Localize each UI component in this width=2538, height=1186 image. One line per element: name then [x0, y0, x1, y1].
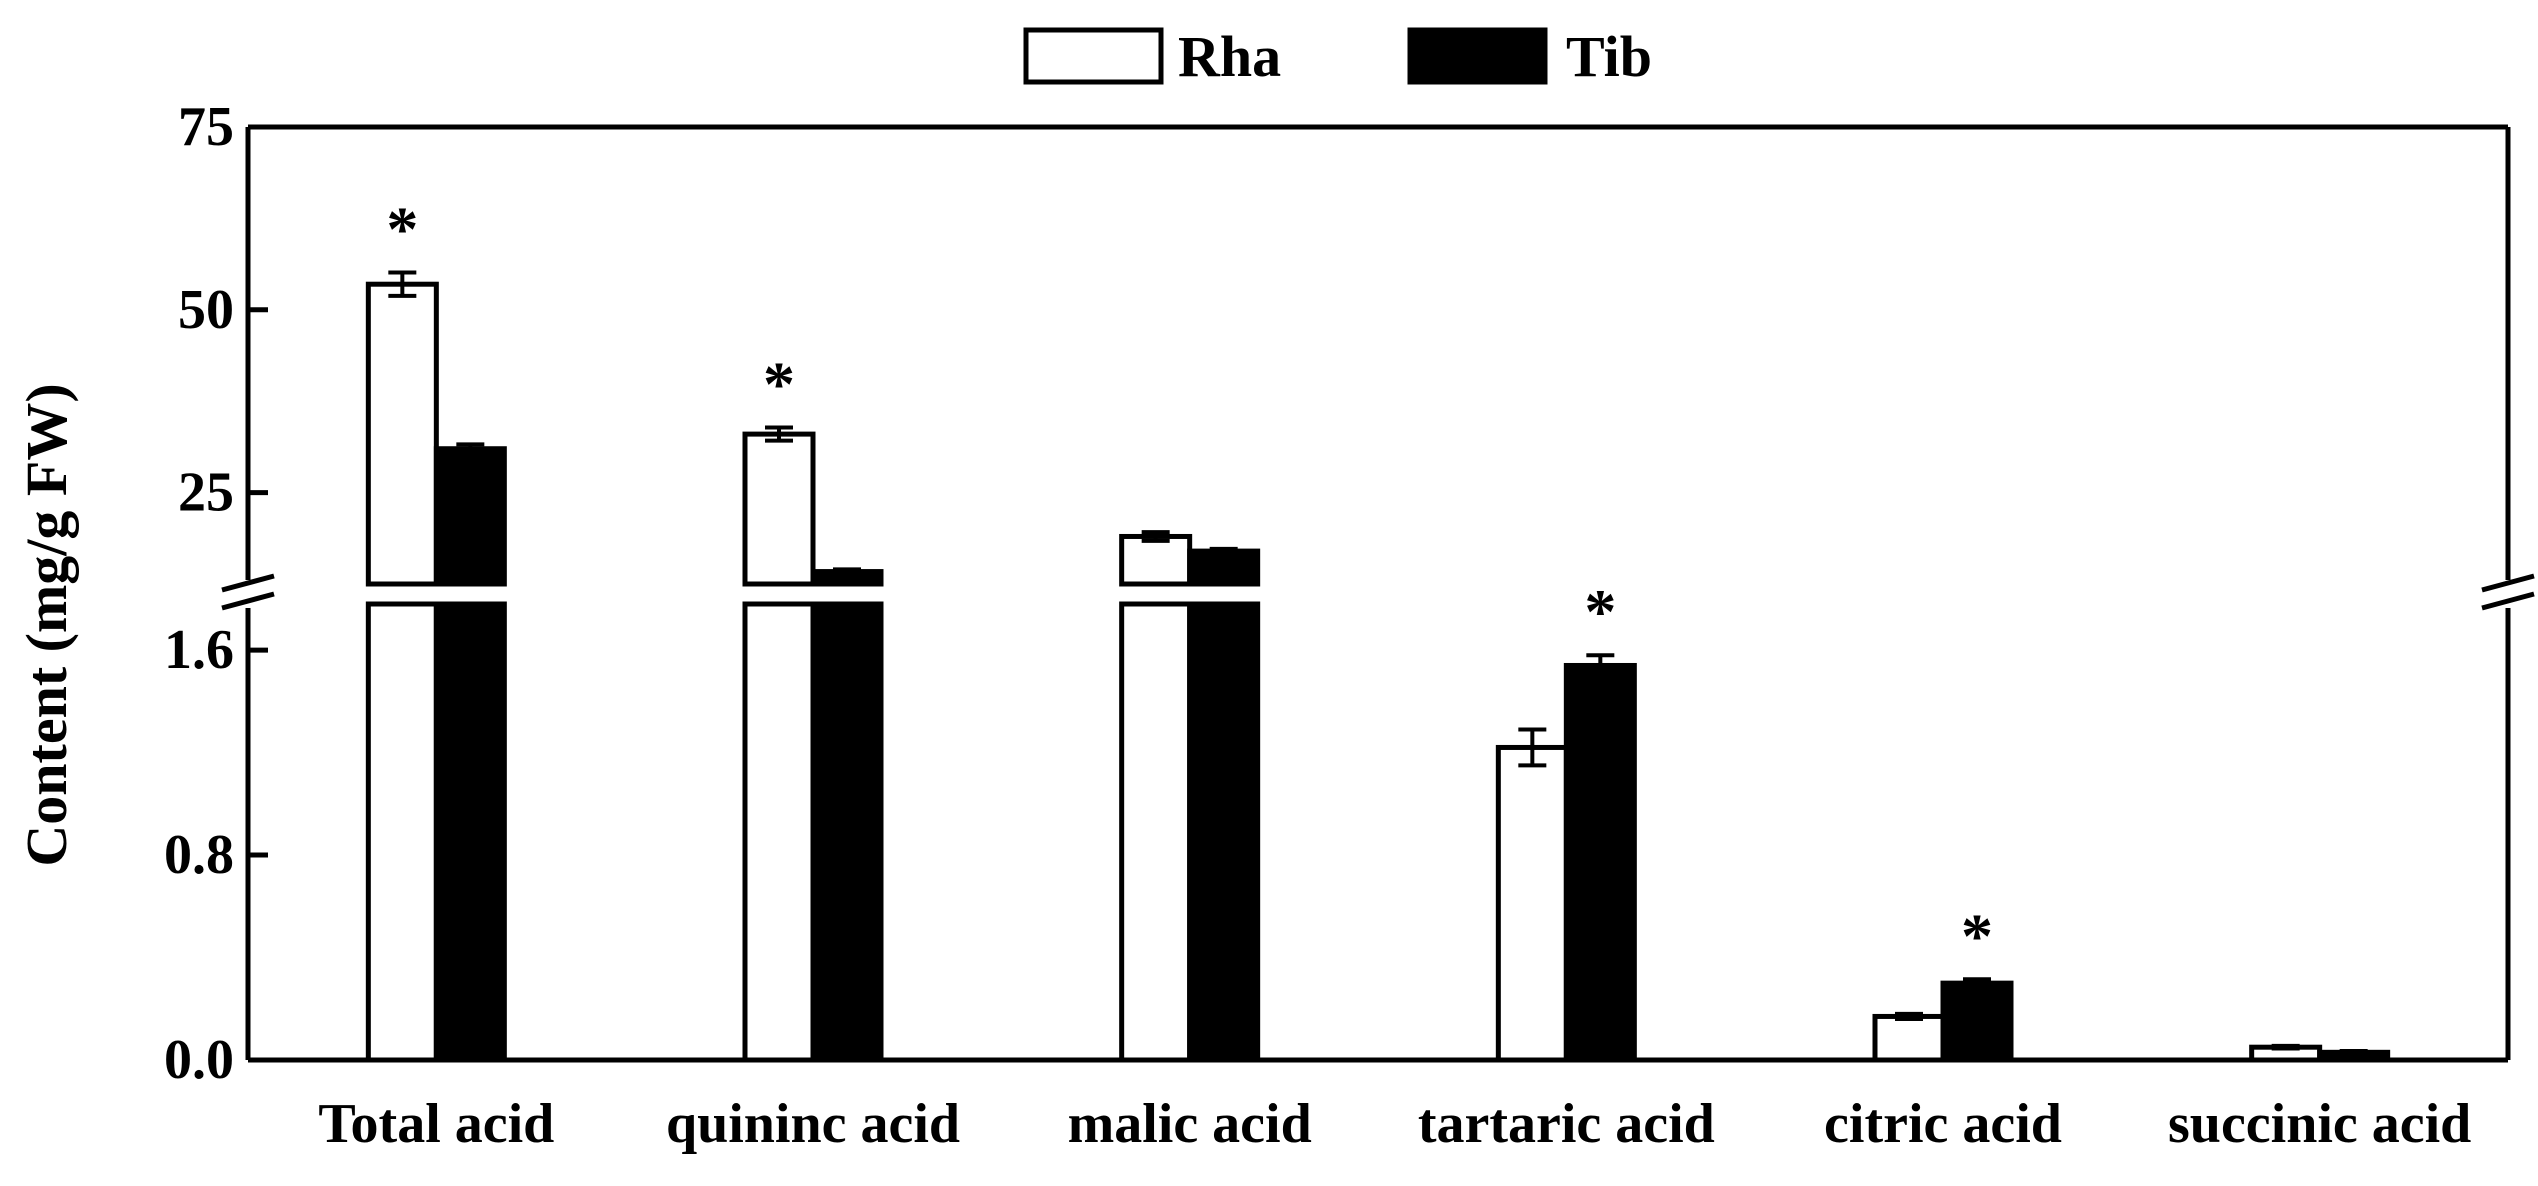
significance-marker-3: *	[1961, 900, 1993, 971]
bar-tib-3	[1563, 662, 1637, 1063]
y-tick-label-lower-2: 0.0	[164, 1029, 234, 1091]
axis-break-mark-right-1	[2481, 573, 2535, 593]
y-tick-label-upper-0: 75	[178, 96, 234, 158]
x-tick-label-4: citric acid	[1824, 1093, 2062, 1155]
legend-label-tib: Tib	[1566, 24, 1652, 89]
axis-break-mark-right-2	[2481, 591, 2535, 611]
x-tick-label-3: tartaric acid	[1418, 1093, 1715, 1155]
bar-tib-1	[810, 601, 884, 1063]
x-tick-label-2: malic acid	[1068, 1093, 1312, 1155]
legend: Rha Tib	[1023, 24, 1652, 89]
bar-rha-1-upper	[742, 431, 816, 587]
bar-tib-2-upper	[1187, 548, 1261, 587]
bar-rha-0	[365, 601, 439, 1063]
bar-rha-1	[742, 601, 816, 1063]
y-tick-label-lower-0: 1.6	[164, 619, 234, 681]
bar-rha-2-upper	[1119, 533, 1193, 587]
y-tick-label-upper-1: 50	[178, 279, 234, 341]
x-tick-label-1: quininc acid	[666, 1093, 960, 1155]
y-tick-label-lower-1: 0.8	[164, 824, 234, 886]
bar-tib-4	[1940, 980, 2014, 1063]
significance-marker-2: *	[1584, 576, 1616, 647]
x-tick-label-0: Total acid	[318, 1093, 554, 1155]
axis-break-mark-left-1	[221, 573, 275, 593]
significance-marker-0: *	[386, 194, 418, 265]
bar-rha-0-upper	[365, 281, 439, 587]
bar-tib-2	[1187, 601, 1261, 1063]
bar-rha-3	[1495, 744, 1569, 1063]
bar-tib-0	[433, 601, 507, 1063]
plot-area: 75 50 25 1.6 0.8 0.0 Total acid quininc acid mal…	[164, 96, 2535, 1155]
bar-rha-4	[1872, 1013, 1946, 1063]
legend-swatch-rha	[1023, 27, 1164, 85]
significance-marker-1: *	[763, 349, 795, 420]
bar-tib-0-upper	[433, 446, 507, 587]
y-axis-title: Content (mg/g FW)	[14, 383, 79, 866]
legend-swatch-tib	[1407, 27, 1548, 85]
legend-label-rha: Rha	[1178, 24, 1281, 89]
axis-break-mark-left-2	[221, 591, 275, 611]
y-tick-label-upper-2: 25	[178, 462, 234, 524]
x-tick-label-5: succinic acid	[2168, 1093, 2471, 1155]
bar-rha-2	[1119, 601, 1193, 1063]
